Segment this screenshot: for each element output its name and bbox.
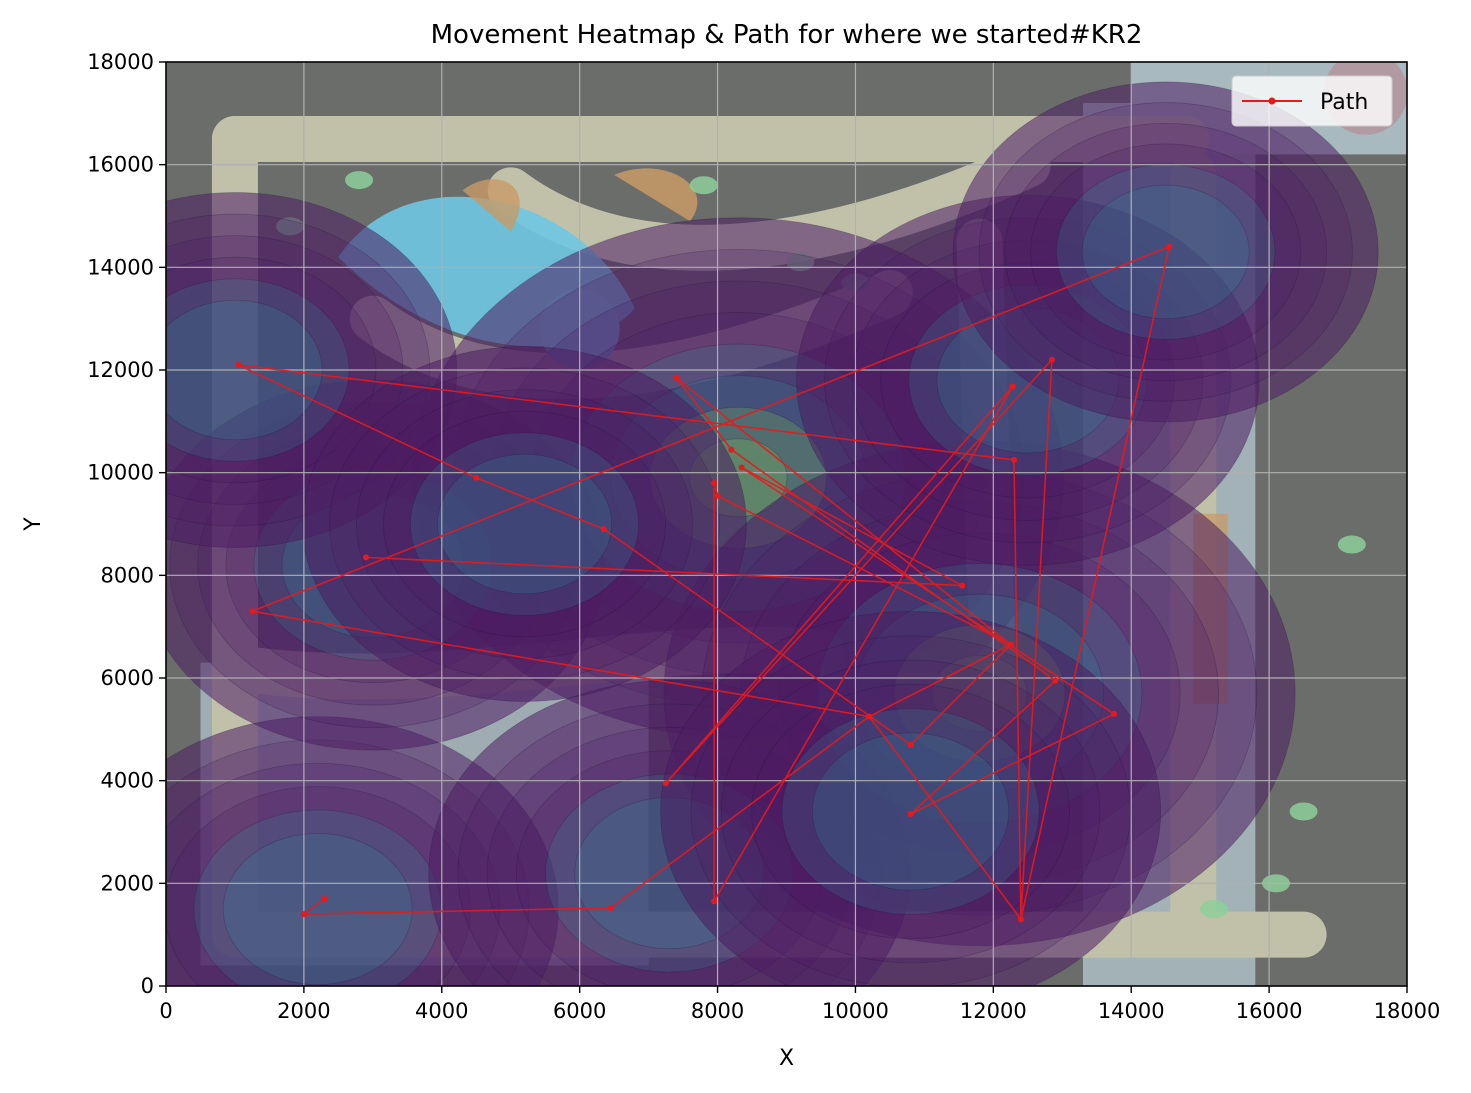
- plot-frame: [165, 61, 1408, 987]
- path-point: [714, 492, 721, 499]
- path-point: [300, 911, 307, 918]
- density-contour: [410, 432, 640, 616]
- density-contour: [302, 346, 747, 702]
- density-contour: [978, 102, 1353, 402]
- path-point: [907, 811, 914, 818]
- path-line: [238, 245, 1171, 922]
- y-tick-label: 4000: [101, 769, 154, 793]
- x-tick-label: 2000: [277, 999, 330, 1023]
- x-tick-label: 4000: [415, 999, 468, 1023]
- legend: Path: [1231, 75, 1393, 127]
- density-contour: [1004, 122, 1327, 382]
- map-zone-orange-mid: [462, 179, 520, 232]
- y-tick-label: 12000: [87, 358, 154, 382]
- path-point: [321, 895, 328, 902]
- x-tick-label: 12000: [960, 999, 1027, 1023]
- x-axis-ticks: 0 2000 4000 6000 8000 10000 12000 14000 16000 180…: [159, 986, 1440, 1023]
- legend-path-label: Path: [1320, 90, 1368, 115]
- y-tick-label: 14000: [87, 255, 154, 279]
- path-point: [866, 713, 873, 720]
- map-vegetation-8: [1199, 900, 1228, 918]
- path-point: [362, 554, 369, 561]
- path-point: [235, 361, 242, 368]
- density-contour: [436, 453, 613, 595]
- map-vegetation-7: [1289, 802, 1318, 821]
- path-point: [600, 526, 607, 533]
- path-point: [473, 474, 480, 481]
- path-point: [662, 780, 669, 787]
- map-vegetation-2: [689, 176, 718, 195]
- x-tick-label: 8000: [691, 999, 744, 1023]
- path-point: [1007, 641, 1014, 648]
- path-point: [1166, 243, 1173, 250]
- path-point: [607, 904, 614, 911]
- path-point: [959, 582, 966, 589]
- density-contour: [952, 81, 1379, 423]
- density-contour: [329, 367, 720, 681]
- path-point: [907, 741, 914, 748]
- x-tick-label: 0: [159, 999, 172, 1023]
- chart-title: Movement Heatmap & Path for where we sta…: [431, 20, 1143, 50]
- legend-box: [1231, 75, 1393, 127]
- y-tick-label: 18000: [87, 50, 154, 74]
- path-point: [673, 374, 680, 381]
- x-tick-label: 16000: [1236, 999, 1303, 1023]
- path-point: [1009, 383, 1016, 390]
- y-axis-ticks: 0 2000 4000 6000 8000 10000 12000 14000 16000 180…: [87, 50, 166, 998]
- legend-path-marker: [1268, 97, 1276, 105]
- path-point: [728, 446, 735, 453]
- path-point: [1017, 916, 1024, 923]
- path-point: [738, 464, 745, 471]
- x-tick-label: 18000: [1374, 999, 1441, 1023]
- density-contour: [1030, 143, 1302, 361]
- path-series: [235, 243, 1173, 923]
- y-axis-label: Y: [21, 517, 46, 532]
- x-axis-label: X: [779, 1046, 794, 1071]
- path-point: [1011, 456, 1018, 463]
- y-tick-label: 2000: [101, 871, 154, 895]
- y-tick-label: 0: [141, 974, 154, 998]
- y-tick-label: 16000: [87, 153, 154, 177]
- path-point: [711, 898, 718, 905]
- grid-lines: [166, 62, 1407, 986]
- path-point: [1110, 710, 1117, 717]
- path-point: [711, 479, 718, 486]
- density-contour: [222, 832, 413, 986]
- density-contour: [1081, 184, 1250, 320]
- y-tick-label: 6000: [101, 666, 154, 690]
- plot-area: [166, 62, 1407, 986]
- y-tick-label: 10000: [87, 461, 154, 485]
- density-cluster: [302, 346, 747, 702]
- map-vegetation-6: [1337, 535, 1366, 554]
- x-tick-label: 14000: [1098, 999, 1165, 1023]
- density-contour: [660, 611, 1161, 986]
- x-tick-label: 10000: [822, 999, 889, 1023]
- y-tick-label: 8000: [101, 563, 154, 587]
- map-vegetation-0: [345, 171, 374, 190]
- density-cluster: [952, 81, 1379, 423]
- x-tick-label: 6000: [553, 999, 606, 1023]
- path-point: [249, 608, 256, 615]
- path-point: [1052, 677, 1059, 684]
- map-zone-orange-top: [614, 168, 698, 222]
- path-point: [1048, 356, 1055, 363]
